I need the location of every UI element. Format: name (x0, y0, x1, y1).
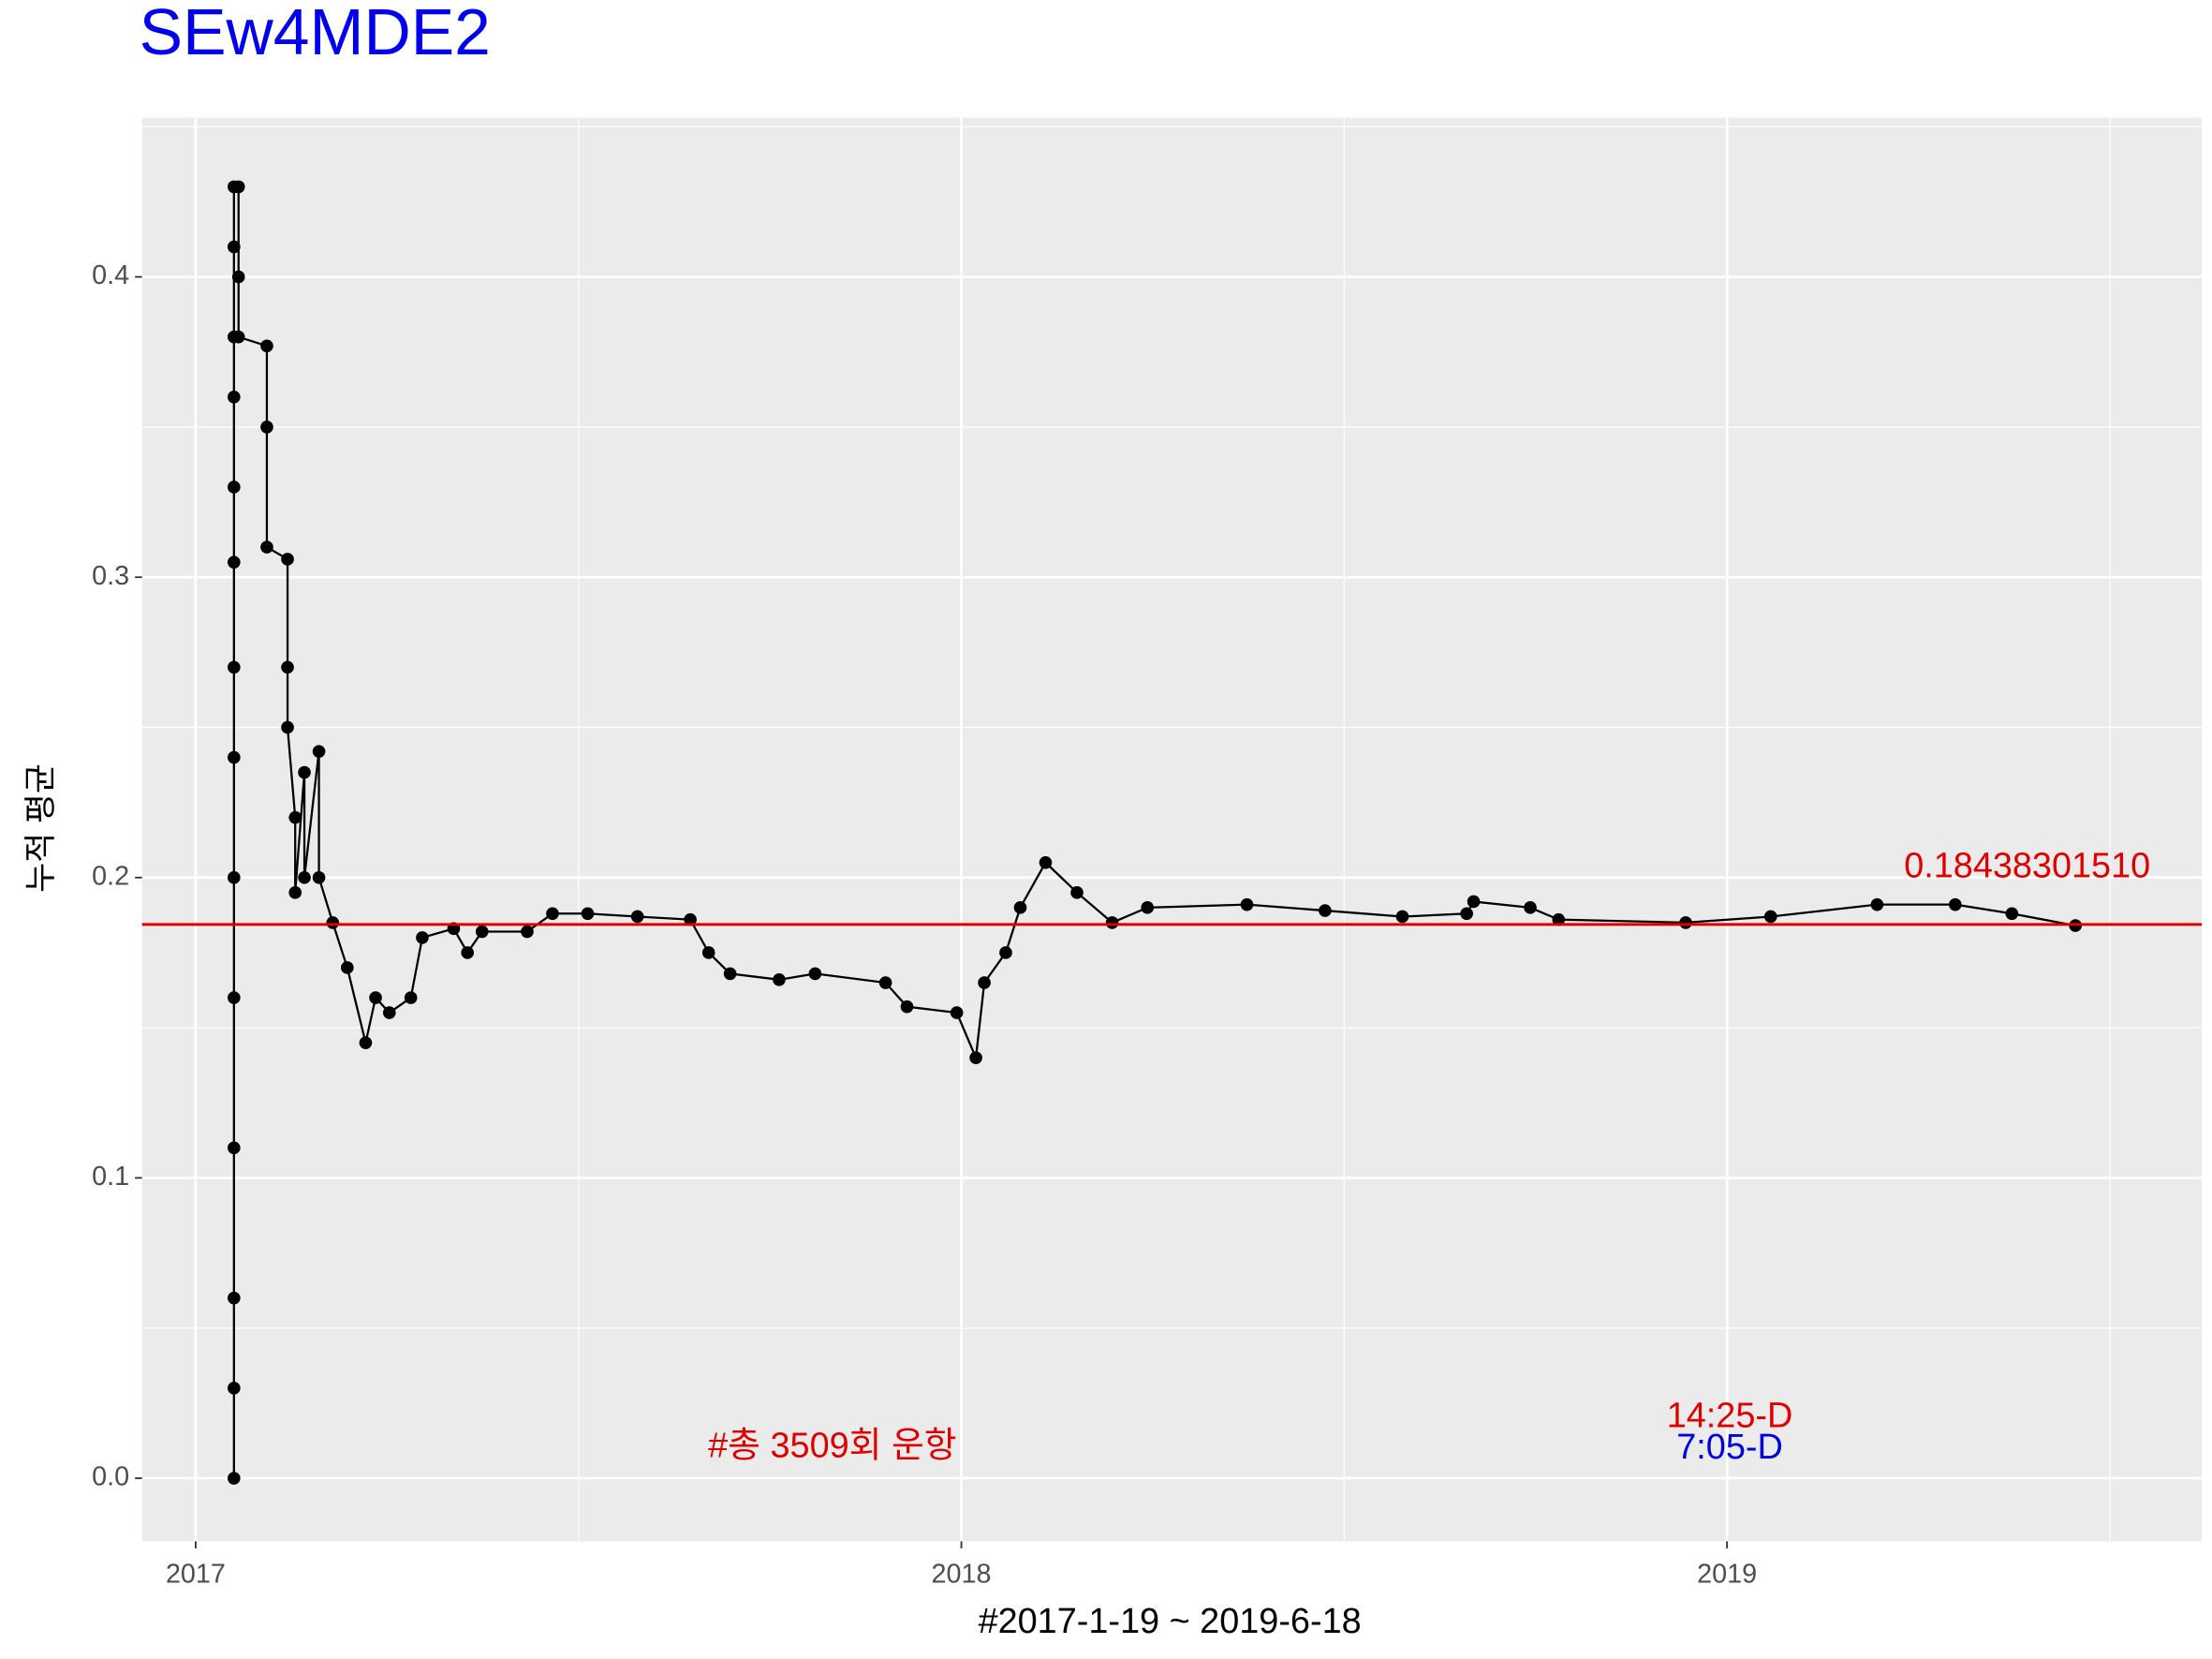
data-point (260, 421, 273, 434)
data-point (231, 270, 245, 284)
data-point (461, 946, 474, 959)
data-point (808, 967, 822, 981)
annotation: #총 3509회 운항 (708, 1426, 956, 1465)
data-point (723, 967, 737, 981)
data-point (1870, 897, 1884, 911)
data-point (312, 870, 326, 884)
data-point (950, 1006, 964, 1019)
y-tick-label: 0.3 (92, 561, 129, 591)
y-axis-label: 누적 평균 (22, 763, 59, 893)
data-line (232, 185, 2076, 1479)
data-point (404, 991, 418, 1004)
data-point (1460, 907, 1473, 921)
data-point (999, 946, 1012, 959)
data-point (260, 541, 273, 554)
data-point (231, 330, 245, 344)
data-point (260, 339, 273, 353)
data-point (1679, 916, 1692, 929)
y-tick-label: 0.4 (92, 260, 129, 290)
data-point (228, 481, 241, 494)
data-point (1319, 904, 1332, 917)
data-point (312, 745, 326, 758)
data-point (969, 1051, 982, 1064)
data-point (978, 976, 991, 989)
data-point (546, 907, 559, 921)
data-point (382, 1006, 396, 1019)
data-point (281, 553, 294, 566)
data-point (1070, 886, 1084, 899)
data-point (1763, 910, 1777, 924)
data-point (228, 1472, 241, 1485)
y-tick-label: 0.0 (92, 1462, 129, 1492)
data-point (1552, 912, 1566, 926)
data-point (1240, 897, 1254, 911)
data-point (326, 916, 340, 929)
data-point (288, 886, 302, 899)
data-point (701, 946, 715, 959)
data-point (773, 972, 786, 986)
data-point (298, 765, 311, 779)
reference-label: 0.18438301510 (1904, 846, 2150, 885)
data-point (1395, 910, 1409, 924)
data-point (1105, 916, 1119, 929)
plot-background (141, 117, 2203, 1542)
y-tick-label: 0.2 (92, 861, 129, 891)
data-point (281, 720, 294, 734)
data-point (1141, 901, 1155, 914)
data-point (228, 1291, 241, 1305)
annotation: 14:25-D (1667, 1397, 1793, 1436)
data-point (1467, 895, 1481, 909)
chart-title: SEw4MDE2 (140, 0, 491, 68)
data-point (228, 660, 241, 674)
y-tick-label: 0.1 (92, 1162, 129, 1192)
data-point (581, 907, 595, 921)
data-point (2005, 907, 2019, 921)
data-point (1524, 901, 1537, 914)
data-point (1039, 855, 1053, 869)
data-point (1013, 901, 1027, 914)
data-point (684, 912, 697, 926)
data-point (475, 925, 489, 939)
data-point (416, 931, 429, 944)
data-point (900, 1000, 914, 1014)
data-point (228, 555, 241, 569)
data-point (341, 961, 354, 974)
x-tick-label: 2017 (166, 1559, 226, 1589)
data-point (228, 750, 241, 764)
x-axis-label: #2017-1-19 ~ 2019-6-18 (979, 1602, 1362, 1641)
data-point (228, 1141, 241, 1155)
data-point (298, 870, 311, 884)
data-point (281, 660, 294, 674)
data-point (228, 1382, 241, 1395)
data-point (521, 925, 534, 939)
data-point (369, 991, 382, 1004)
data-point (228, 240, 241, 254)
data-point (288, 810, 302, 824)
data-point (630, 910, 644, 924)
data-point (231, 180, 245, 194)
data-point (228, 991, 241, 1004)
x-tick-label: 2018 (932, 1559, 992, 1589)
annotation: 7:05-D (1676, 1428, 1783, 1467)
data-point (228, 390, 241, 404)
data-point (878, 976, 892, 989)
data-point (359, 1036, 373, 1049)
x-tick-label: 2019 (1697, 1559, 1757, 1589)
data-point (228, 870, 241, 884)
data-point (1948, 897, 1962, 911)
